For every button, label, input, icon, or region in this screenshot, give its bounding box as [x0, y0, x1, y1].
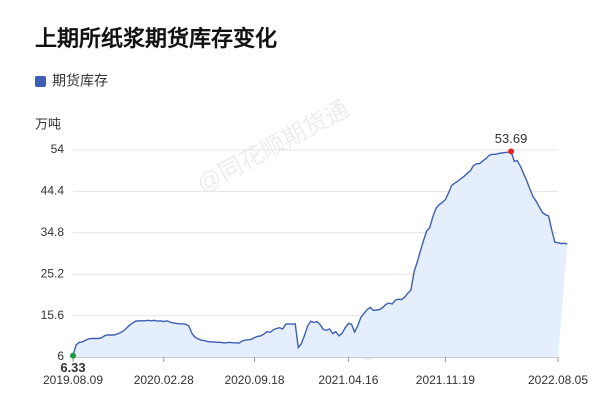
max-marker: [508, 148, 515, 155]
legend-label: 期货库存: [52, 73, 108, 89]
line: [72, 150, 568, 356]
x-tick-label: 2021.11.19: [416, 373, 475, 387]
legend-swatch: [35, 76, 46, 87]
x-tick-label: 2022.08.05: [528, 373, 588, 387]
y-tick-label: 15.6: [41, 308, 65, 322]
chart-title: 上期所纸浆期货库存变化: [35, 26, 277, 51]
y-tick-label: 34.8: [41, 225, 65, 239]
y-tick-label: 25.2: [41, 266, 65, 280]
min-label: 6.33: [60, 360, 85, 375]
x-tick-label: 2019.08.09: [43, 373, 103, 387]
y-tick-label: 44.4: [41, 184, 65, 198]
area-fill: [73, 151, 568, 357]
y-tick-label: 6: [57, 349, 64, 363]
max-label: 53.69: [495, 131, 528, 146]
y-tick-label: 54: [51, 142, 65, 156]
x-tick-label: 2020.02.28: [134, 373, 194, 387]
min-marker: [70, 352, 76, 359]
x-tick-label: 2020.09.18: [224, 373, 284, 387]
watermark: @同花顺期货通: [192, 96, 353, 199]
y-unit: 万吨: [35, 116, 61, 131]
x-tick-label: 2021.04.16: [318, 373, 378, 387]
